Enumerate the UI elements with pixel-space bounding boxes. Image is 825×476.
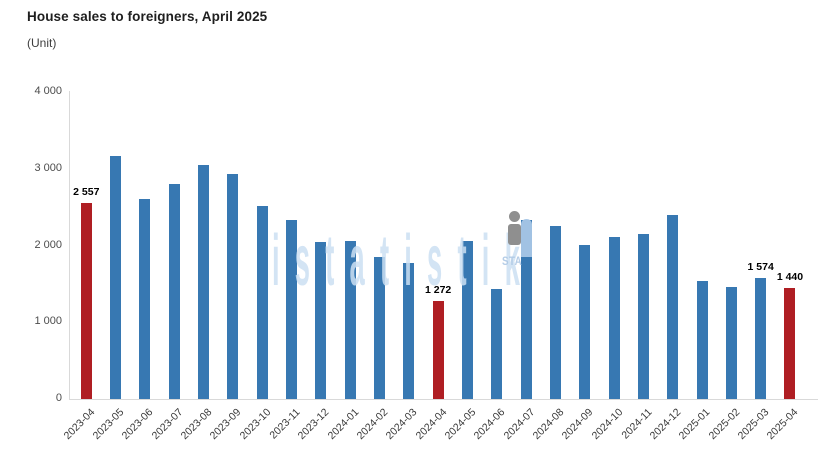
x-tick-label-2024-07: 2024-07 bbox=[501, 406, 537, 443]
bar-2025-03[interactable] bbox=[755, 278, 767, 399]
value-label-2025-04: 1 440 bbox=[776, 271, 804, 283]
bar-2024-09[interactable] bbox=[579, 245, 591, 399]
bar-2024-01[interactable] bbox=[344, 241, 356, 399]
bar-2024-04[interactable] bbox=[432, 301, 444, 399]
x-tick-label-2024-12: 2024-12 bbox=[647, 406, 684, 443]
value-label-2023-04: 2 557 bbox=[73, 186, 100, 198]
y-tick-label: 1 000 bbox=[34, 315, 62, 328]
x-tick-label-2024-03: 2024-03 bbox=[383, 406, 420, 443]
x-tick-label-2024-02: 2024-02 bbox=[354, 406, 391, 443]
x-tick-label-2023-07: 2023-07 bbox=[149, 406, 186, 443]
logo-stem-icon bbox=[508, 224, 521, 245]
x-tick-label-2024-05: 2024-05 bbox=[442, 406, 479, 443]
x-tick-label-2024-01: 2024-01 bbox=[325, 406, 361, 443]
x-tick-label-2023-05: 2023-05 bbox=[90, 406, 127, 443]
logo-dot-icon bbox=[509, 211, 520, 222]
bar-2023-07[interactable] bbox=[168, 184, 180, 399]
bar-2023-06[interactable] bbox=[139, 199, 151, 399]
x-tick-label-2023-10: 2023-10 bbox=[237, 406, 274, 443]
x-tick-label-2025-04: 2025-04 bbox=[765, 406, 801, 443]
unit-label: (Unit) bbox=[27, 36, 57, 50]
page-title: House sales to foreigners, April 2025 bbox=[27, 9, 268, 24]
x-tick-label-2024-10: 2024-10 bbox=[589, 406, 625, 443]
bar-2023-04[interactable] bbox=[80, 203, 92, 399]
x-tick-label-2023-12: 2023-12 bbox=[295, 406, 332, 443]
bar-2023-12[interactable] bbox=[315, 242, 327, 399]
bar-2023-05[interactable] bbox=[110, 156, 122, 399]
x-tick-label-2025-02: 2025-02 bbox=[706, 406, 743, 443]
bar-2024-08[interactable] bbox=[549, 226, 561, 399]
bar-2024-05[interactable] bbox=[461, 241, 473, 399]
bar-2023-11[interactable] bbox=[286, 220, 298, 399]
bar-2023-09[interactable] bbox=[227, 174, 239, 399]
x-tick-label-2023-08: 2023-08 bbox=[178, 406, 215, 443]
x-tick-label-2024-11: 2024-11 bbox=[618, 406, 655, 442]
bar-2024-06[interactable] bbox=[491, 289, 503, 399]
bar-2023-10[interactable] bbox=[256, 206, 268, 399]
x-tick-label-2023-04: 2023-04 bbox=[61, 406, 98, 443]
bar-2024-10[interactable] bbox=[608, 237, 620, 399]
y-tick-label: 2 000 bbox=[34, 238, 62, 251]
y-tick-label: 0 bbox=[55, 391, 62, 404]
bar-2024-07[interactable] bbox=[520, 220, 532, 399]
x-tick-label-2025-03: 2025-03 bbox=[735, 406, 772, 443]
bar-2024-12[interactable] bbox=[667, 215, 679, 399]
x-tick-label-2024-04: 2024-04 bbox=[413, 406, 449, 443]
y-tick-label: 3 000 bbox=[34, 161, 62, 174]
x-axis-line bbox=[69, 399, 818, 400]
x-tick-label-2023-09: 2023-09 bbox=[207, 406, 244, 443]
bar-2025-02[interactable] bbox=[725, 287, 737, 399]
bar-2024-03[interactable] bbox=[403, 263, 415, 399]
y-axis-line bbox=[69, 91, 70, 399]
x-tick-label-2024-06: 2024-06 bbox=[471, 406, 508, 443]
y-tick-label: 4 000 bbox=[34, 85, 62, 98]
x-tick-label-2025-01: 2025-01 bbox=[677, 406, 713, 443]
x-tick-label-2024-09: 2024-09 bbox=[559, 406, 596, 443]
x-tick-label-2023-06: 2023-06 bbox=[119, 406, 156, 443]
value-label-2025-03: 1 574 bbox=[747, 261, 774, 273]
bar-2025-04[interactable] bbox=[784, 288, 796, 399]
bar-2024-02[interactable] bbox=[374, 257, 385, 399]
bar-2025-01[interactable] bbox=[696, 281, 708, 399]
watermark-small-text: STA bbox=[502, 256, 523, 268]
value-label-2024-04: 1 272 bbox=[424, 284, 452, 296]
bar-2024-11[interactable] bbox=[637, 234, 649, 399]
x-tick-label-2023-11: 2023-11 bbox=[267, 406, 303, 442]
bar-2023-08[interactable] bbox=[198, 165, 210, 399]
